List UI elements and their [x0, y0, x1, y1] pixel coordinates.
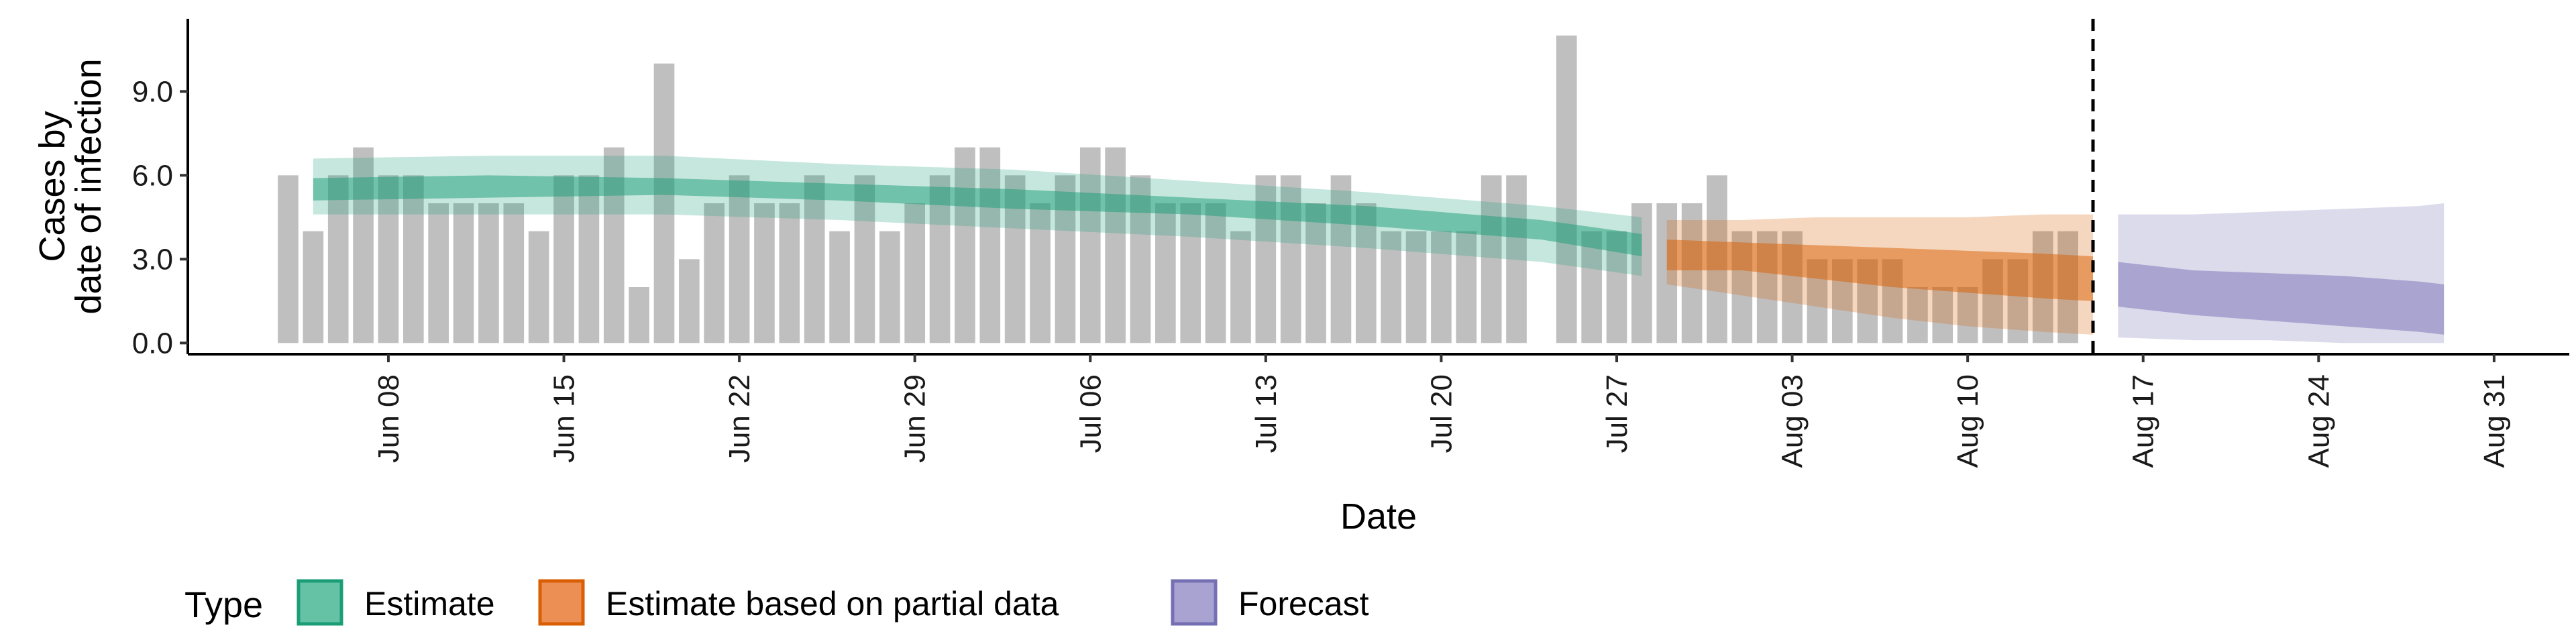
reported-cases-bar — [1932, 287, 1953, 343]
reported-cases-bar — [1456, 231, 1477, 343]
reported-cases-bar — [453, 203, 474, 343]
reported-cases-bar — [779, 203, 800, 343]
reported-cases-bar — [1506, 175, 1527, 343]
reported-cases-bar — [1155, 203, 1176, 343]
reported-cases-bar — [1079, 147, 1101, 343]
reported-cases-bar — [829, 231, 850, 343]
reported-cases-bar — [1631, 203, 1652, 343]
reported-cases-bar — [1907, 287, 1928, 343]
legend: Type Estimate Estimate based on partial d… — [184, 579, 1369, 626]
reported-cases-bar — [553, 175, 574, 343]
reported-cases-bar — [327, 175, 349, 343]
y-axis-title-line-2: date of infection — [68, 58, 109, 314]
x-tick-label: Jun 22 — [723, 374, 756, 463]
reported-cases-bar — [1230, 231, 1251, 343]
reported-cases-bar — [1581, 231, 1602, 343]
reported-cases-bar — [1481, 175, 1502, 343]
reported-cases-bar — [679, 259, 700, 343]
reported-cases-bar — [1105, 147, 1126, 343]
ribbon-inner-partial — [1666, 239, 2093, 301]
reported-cases-bar — [854, 175, 875, 343]
x-tick-label: Aug 17 — [2127, 374, 2160, 468]
legend-swatch-1 — [538, 579, 585, 626]
x-axis-title: Date — [1340, 496, 1417, 537]
x-tick-label: Aug 24 — [2302, 374, 2335, 468]
reported-cases-bar — [402, 175, 424, 343]
reported-cases-bar — [653, 63, 675, 343]
y-tick-label: 6.0 — [132, 159, 173, 192]
x-tick-label: Jun 15 — [548, 374, 581, 463]
legend-swatch-2 — [1171, 579, 1218, 626]
x-axis-ticks: Jun 08 Jun 15 Jun 22 Jun 29 Jul 06 Jul 13 Jul … — [372, 354, 2511, 468]
reported-cases-bar — [278, 175, 299, 343]
reported-cases-bar — [528, 231, 549, 343]
legend-swatch-0 — [297, 579, 343, 626]
y-tick-label: 0.0 — [132, 327, 173, 360]
x-tick-label: Jul 06 — [1074, 374, 1107, 453]
legend-label: Estimate based on partial data — [606, 585, 1059, 623]
x-tick-label: Jul 20 — [1425, 374, 1458, 453]
legend-items: Estimate Estimate based on partial data Fo… — [297, 579, 1369, 626]
reported-cases-bar — [629, 287, 649, 343]
reported-cases-bar — [754, 203, 775, 343]
reported-cases-bar — [1180, 203, 1201, 343]
reported-cases-bar — [1556, 36, 1577, 343]
reported-cases-bar — [578, 175, 600, 343]
reported-cases-bar — [503, 203, 525, 343]
x-tick-label: Aug 10 — [1951, 374, 1984, 468]
reported-cases-bar — [1656, 203, 1678, 343]
y-tick-label: 3.0 — [132, 243, 173, 276]
y-axis-ticks: 0.0 3.0 6.0 9.0 — [132, 75, 188, 360]
estimate-ribbons — [313, 156, 2445, 343]
reported-cases-bar — [955, 147, 975, 343]
reported-cases-bar — [1305, 203, 1326, 343]
reported-cases-bar — [904, 203, 926, 343]
ribbon-inner-forecast — [2118, 262, 2445, 335]
reported-cases-bar — [729, 175, 750, 343]
reported-cases-bar — [1405, 231, 1427, 343]
reported-cases-bar — [428, 203, 449, 343]
axes: 0.0 3.0 6.0 9.0 Jun 08 Jun 15 Jun 22 Jun 29 Jul… — [132, 19, 2569, 468]
reported-cases-bar — [1681, 203, 1703, 343]
y-tick-label: 9.0 — [132, 75, 173, 108]
reported-cases-bar — [1355, 203, 1377, 343]
x-tick-label: Jun 29 — [899, 374, 932, 463]
reported-cases-bar — [979, 147, 1001, 343]
reported-cases-bar — [1381, 231, 1402, 343]
reported-cases-bar — [1030, 203, 1051, 343]
reported-cases-bar — [1330, 175, 1352, 343]
reported-cases-bar — [378, 175, 399, 343]
reported-cases-bar — [804, 175, 825, 343]
reported-cases-bar — [1957, 287, 1978, 343]
x-tick-label: Aug 31 — [2478, 374, 2511, 468]
x-tick-label: Jul 13 — [1250, 374, 1283, 453]
reported-cases-bar — [1431, 231, 1452, 343]
reported-cases-bar — [879, 231, 900, 343]
legend-label: Estimate — [364, 585, 495, 623]
x-tick-label: Jul 27 — [1601, 374, 1633, 453]
reported-cases-bar — [704, 203, 725, 343]
legend-label: Forecast — [1238, 585, 1369, 623]
legend-title: Type — [184, 585, 263, 625]
reported-cases-bar — [1205, 203, 1226, 343]
y-axis-title-line-1: Cases by — [32, 111, 72, 262]
reported-cases-bar — [478, 203, 499, 343]
x-tick-label: Aug 03 — [1776, 374, 1809, 468]
x-tick-label: Jun 08 — [372, 374, 405, 463]
ribbon-inner-estimate — [313, 175, 1642, 257]
reported-cases-bar — [303, 231, 324, 343]
